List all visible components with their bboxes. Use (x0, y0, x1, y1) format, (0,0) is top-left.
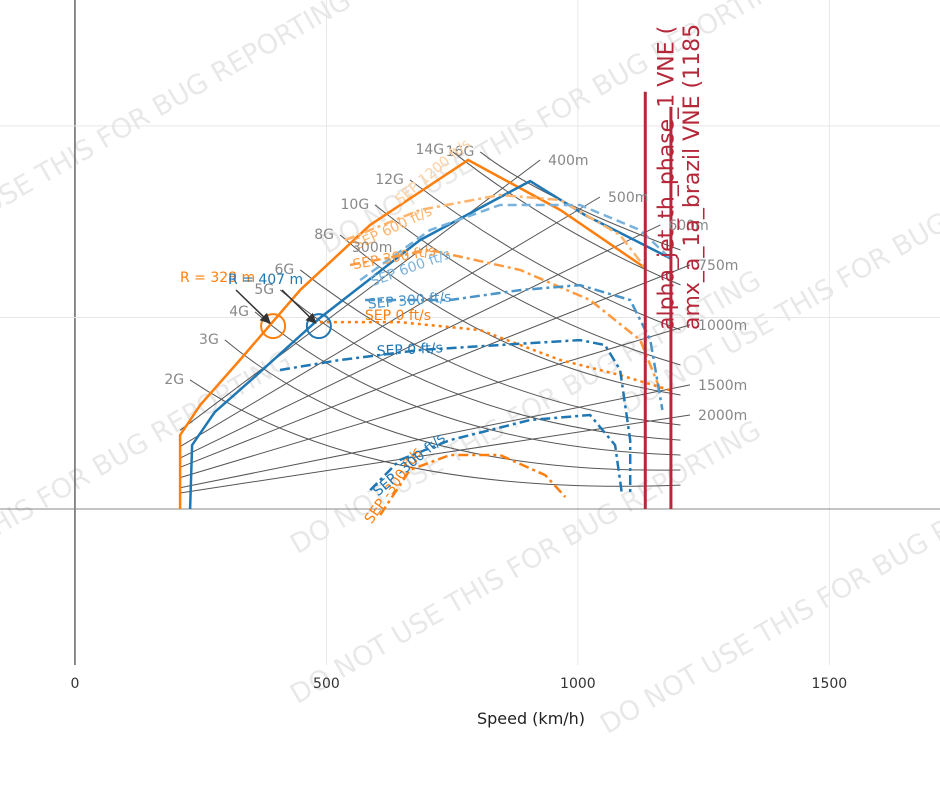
radius-marker (305, 313, 332, 340)
marker-label: R = 328 m (180, 270, 255, 286)
g-line (299, 269, 681, 426)
series-line (365, 283, 664, 411)
annotation: 300m (352, 240, 392, 256)
series-line (349, 248, 662, 391)
radius-line (179, 159, 541, 431)
g-label: 10G (341, 197, 370, 213)
series-line (319, 320, 671, 392)
vne-label: amx_a_1a_brazil VNE (1185 (680, 24, 705, 330)
x-tick-label: 1000 (560, 676, 596, 692)
g-label: 2G (164, 372, 184, 388)
plot-area (178, 91, 691, 516)
radius-label: 750m (698, 258, 738, 274)
g-line (224, 339, 681, 471)
marker-label: R = 407 m (228, 272, 303, 288)
g-label: 14G (415, 142, 444, 158)
radius-marker (260, 313, 287, 340)
g-line (339, 234, 681, 396)
marker-arrow (235, 289, 271, 324)
series-line (279, 338, 632, 496)
g-label: 5G (254, 282, 274, 298)
series-line (369, 413, 624, 496)
g-label: 12G (375, 172, 404, 188)
watermark: DO NOT USE THIS FOR BUG REPORTING (0, 0, 356, 281)
g-label: 6G (274, 262, 294, 278)
g-label: 8G (314, 227, 334, 243)
radius-label: 400m (548, 153, 588, 169)
radius-label: 1500m (698, 378, 747, 394)
marker-arrow (281, 289, 317, 324)
vne-label: alpha_jet_th_phase_1 VNE ( (654, 26, 679, 330)
series-line (344, 193, 647, 269)
radius-line (180, 384, 691, 489)
sep-label: SEP 300 ft/s (367, 289, 452, 312)
radius-label: 500m (608, 190, 648, 206)
series-line (188, 179, 671, 510)
radius-line (179, 324, 691, 479)
sep-label: SEP 0 ft/s (376, 340, 443, 359)
g-label: 3G (199, 332, 219, 348)
series-line (379, 453, 567, 516)
sep-label: SEP 0 ft/s (365, 308, 431, 324)
g-line (409, 179, 681, 331)
g-line (279, 289, 681, 441)
g-label: 4G (229, 304, 249, 320)
series-line (178, 158, 647, 509)
g-line (189, 379, 681, 487)
radius-label: 2000m (698, 408, 747, 424)
radius-label: 600m (668, 218, 708, 234)
g-line (254, 311, 681, 456)
radius-line (180, 414, 691, 494)
x-tick-label: 500 (313, 676, 340, 692)
g-label: 16G (446, 144, 475, 160)
g-line (374, 204, 681, 366)
x-tick-label: 0 (70, 676, 79, 692)
g-line (449, 149, 681, 286)
x-axis-title: Speed (km/h) (477, 709, 585, 728)
watermark: DO NOT USE THIS FOR BUG REPORTING (0, 345, 296, 641)
radius-label: 1000m (698, 318, 747, 334)
x-tick-label: 1500 (812, 676, 848, 692)
radius-line (179, 264, 691, 468)
